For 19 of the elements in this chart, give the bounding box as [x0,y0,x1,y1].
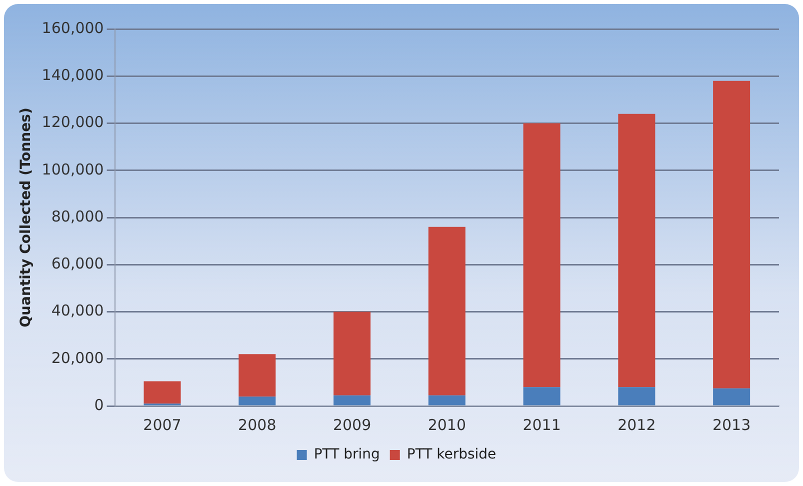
y-tick-label: 0 [94,396,104,414]
x-tick-label: 2009 [332,416,372,434]
y-tick-label: 40,000 [51,302,104,320]
y-axis-title: Quantity Collected (Tonnes) [18,108,34,328]
y-tick-label: 60,000 [51,254,104,273]
x-tick-label: 2013 [712,416,751,434]
x-tick-label: 2012 [618,416,656,434]
y-tick-label: 20,000 [51,348,104,367]
x-tick-label: 2011 [522,416,561,434]
y-tick-label: 80,000 [51,207,104,226]
y-tick-label: 160,000 [42,18,104,37]
x-tick-label: 2008 [238,416,276,434]
x-tick-label: 2010 [428,416,466,434]
y-tick-label: 120,000 [42,113,104,132]
legend-label: PTT kerbside [406,446,496,463]
x-tick-label: 2007 [143,416,182,434]
y-tick-label: 140,000 [42,66,104,84]
legend-label: PTT bring [314,446,380,463]
y-tick-label: 100,000 [42,160,104,178]
